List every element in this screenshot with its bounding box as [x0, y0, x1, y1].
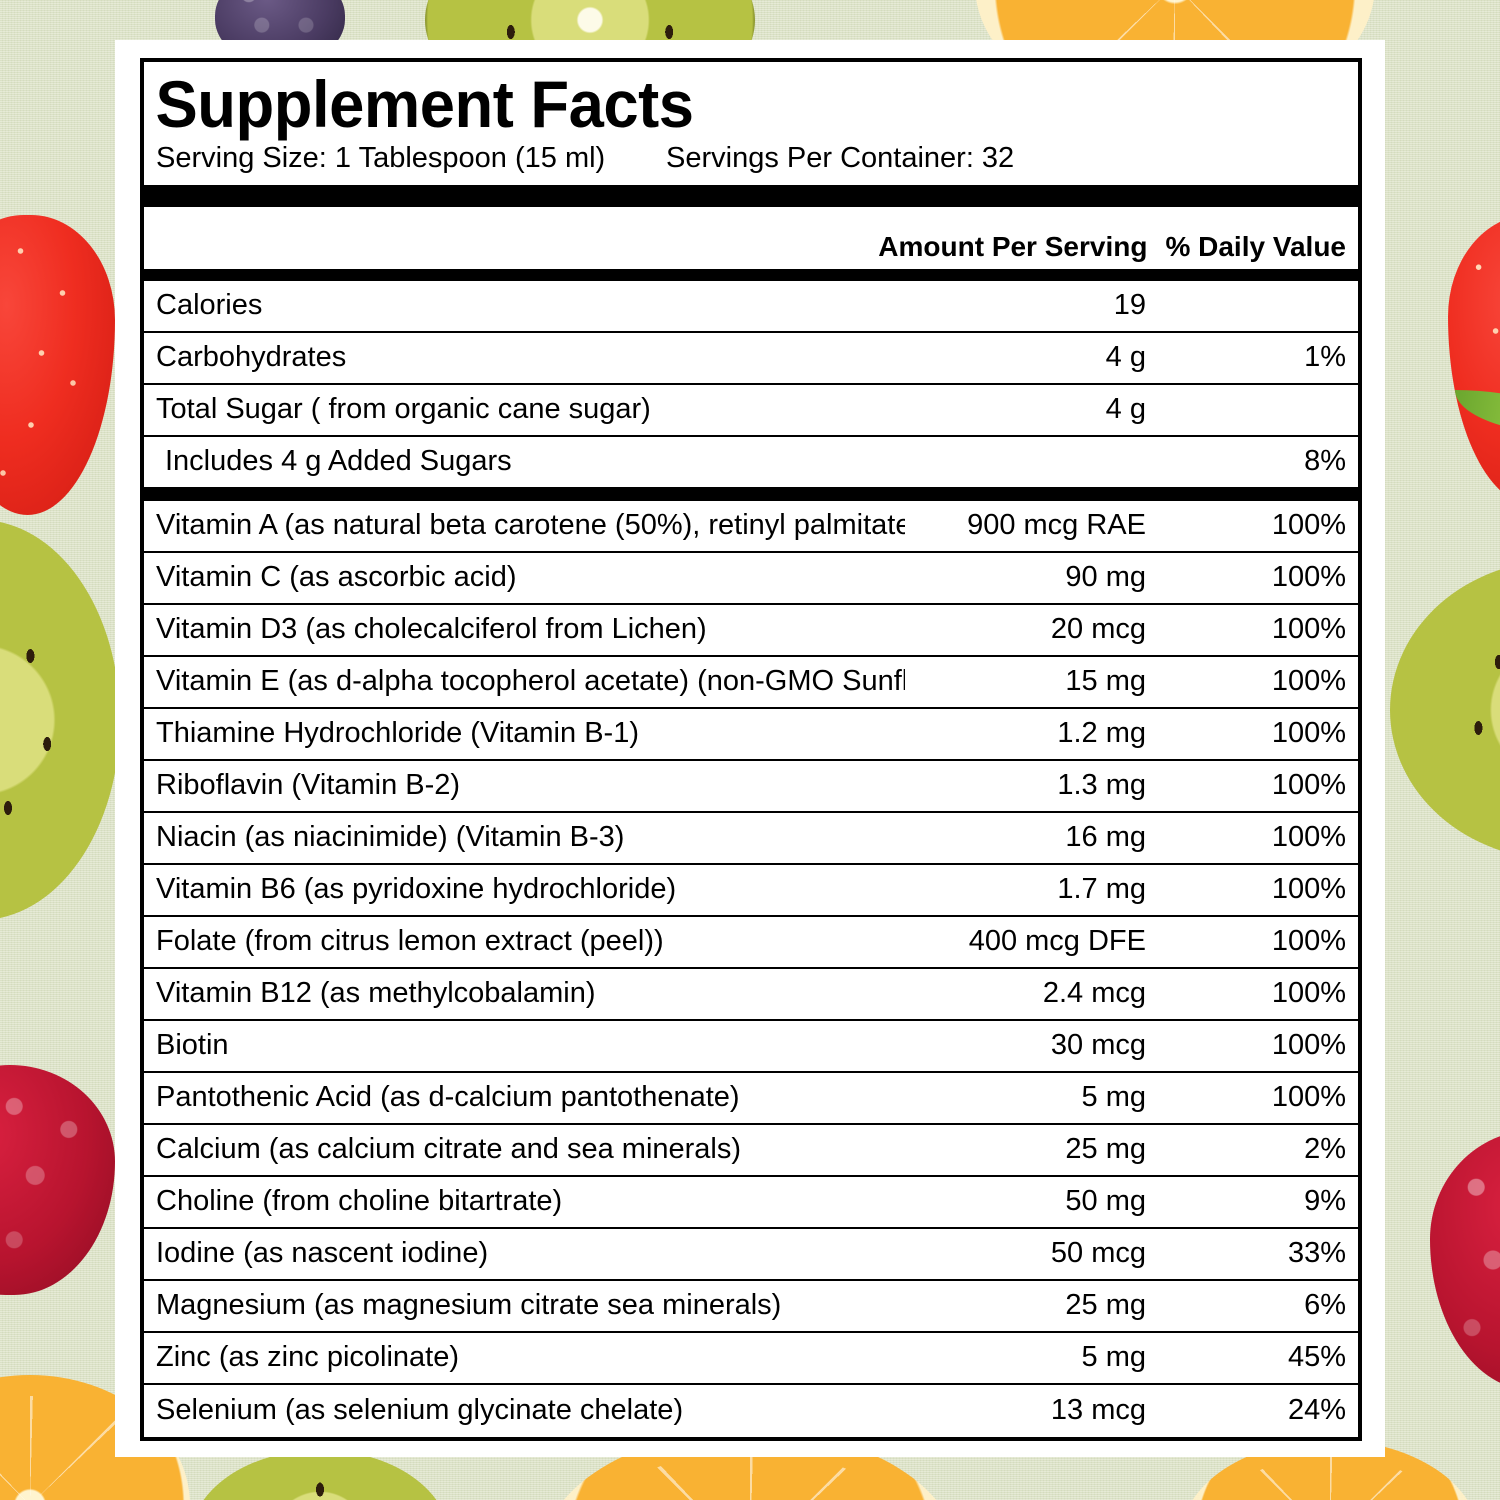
table-row: Calories 19	[144, 281, 1358, 333]
nutrient-name: Calcium (as calcium citrate and sea mine…	[156, 1135, 742, 1165]
table-row: Thiamine Hydrochloride (Vitamin B-1) 1.2 …	[144, 709, 1358, 761]
nutrient-amount: 13 mcg	[1050, 1394, 1146, 1427]
serving-info: Serving Size: 1 Tablespoon (15 ml) Servi…	[144, 137, 1358, 185]
nutrient-daily-value: 8%	[1304, 445, 1346, 478]
table-row: Carbohydrates 4 g 1%	[144, 333, 1358, 385]
supplement-facts-table: Supplement Facts Serving Size: 1 Tablesp…	[140, 58, 1362, 1441]
nutrient-rows: Calories 19 Carbohydrates 4 g 1% Total Sugar …	[144, 281, 1358, 1437]
nutrient-name: Zinc (as zinc picolinate)	[156, 1343, 459, 1373]
table-row: Magnesium (as magnesium citrate sea mine…	[144, 1281, 1358, 1333]
nutrient-daily-value: 100%	[1271, 665, 1346, 698]
nutrient-daily-value: 2%	[1304, 1133, 1346, 1166]
nutrient-amount: 30 mcg	[1050, 1029, 1146, 1062]
nutrient-daily-value: 100%	[1271, 977, 1346, 1010]
nutrient-amount: 1.2 mg	[1057, 717, 1146, 750]
nutrient-amount: 15 mg	[1065, 665, 1146, 698]
nutrient-name: Folate (from citrus lemon extract (peel)…	[156, 927, 664, 957]
nutrient-daily-value: 1%	[1304, 341, 1346, 374]
nutrient-name: Vitamin B12 (as methylcobalamin)	[156, 979, 596, 1009]
nutrient-amount: 20 mcg	[1050, 613, 1146, 646]
nutrient-amount: 1.7 mg	[1057, 873, 1146, 906]
table-row: Selenium (as selenium glycinate chelate)…	[144, 1385, 1358, 1437]
nutrient-amount: 16 mg	[1065, 821, 1146, 854]
nutrient-amount: 900 mcg RAE	[967, 509, 1146, 542]
table-row: Vitamin D3 (as cholecalciferol from Lich…	[144, 605, 1358, 657]
nutrient-amount: 50 mcg	[1050, 1237, 1146, 1270]
nutrient-name: Vitamin D3 (as cholecalciferol from Lich…	[156, 615, 707, 645]
nutrient-name: Carbohydrates	[156, 343, 347, 373]
nutrient-amount: 5 mg	[1081, 1341, 1146, 1374]
nutrient-amount: 1.3 mg	[1057, 769, 1146, 802]
nutrient-amount: 400 mcg DFE	[968, 925, 1146, 958]
nutrient-daily-value: 100%	[1271, 821, 1346, 854]
table-row: Includes 4 g Added Sugars 8%	[144, 437, 1358, 489]
nutrient-daily-value: 100%	[1271, 561, 1346, 594]
table-row: Pantothenic Acid (as d-calcium pantothen…	[144, 1073, 1358, 1125]
nutrient-name: Riboflavin (Vitamin B-2)	[156, 771, 461, 801]
nutrient-name: Vitamin E (as d-alpha tocopherol acetate…	[156, 667, 905, 697]
nutrient-amount: 90 mg	[1065, 561, 1146, 594]
nutrient-daily-value: 9%	[1304, 1185, 1346, 1218]
table-row: Total Sugar ( from organic cane sugar) 4 …	[144, 385, 1358, 437]
section-divider-thick	[144, 488, 1358, 501]
table-row: Niacin (as niacinimide) (Vitamin B-3) 16 …	[144, 813, 1358, 865]
nutrient-amount: 2.4 mcg	[1042, 977, 1146, 1010]
column-header-divider	[144, 268, 1358, 281]
serving-size-text: Serving Size: 1 Tablespoon (15 ml)	[156, 141, 606, 174]
table-row: Vitamin E (as d-alpha tocopherol acetate…	[144, 657, 1358, 709]
nutrient-name: Iodine (as nascent iodine)	[156, 1239, 489, 1269]
nutrient-name: Calories	[156, 291, 263, 321]
servings-per-container-text: Servings Per Container: 32	[666, 141, 1015, 174]
nutrient-name: Niacin (as niacinimide) (Vitamin B-3)	[156, 823, 625, 853]
nutrient-daily-value: 6%	[1304, 1289, 1346, 1322]
nutrient-name: Vitamin A (as natural beta carotene (50%…	[156, 511, 905, 541]
nutrient-daily-value: 100%	[1271, 613, 1346, 646]
nutrient-name: Magnesium (as magnesium citrate sea mine…	[156, 1291, 782, 1321]
nutrient-name: Vitamin C (as ascorbic acid)	[156, 563, 517, 593]
table-row: Vitamin C (as ascorbic acid) 90 mg 100%	[144, 553, 1358, 605]
nutrient-daily-value: 100%	[1271, 925, 1346, 958]
table-row: Vitamin B6 (as pyridoxine hydrochloride)…	[144, 865, 1358, 917]
nutrient-amount: 4 g	[1105, 341, 1146, 374]
table-row: Zinc (as zinc picolinate) 5 mg 45%	[144, 1333, 1358, 1385]
nutrient-daily-value: 100%	[1271, 509, 1346, 542]
table-row: Riboflavin (Vitamin B-2) 1.3 mg 100%	[144, 761, 1358, 813]
nutrient-name: Total Sugar ( from organic cane sugar)	[156, 395, 651, 425]
nutrient-daily-value: 100%	[1271, 717, 1346, 750]
amount-per-serving-header: Amount Per Serving	[878, 230, 1148, 262]
header-divider-thick	[144, 184, 1358, 207]
table-row: Choline (from choline bitartrate) 50 mg 9%	[144, 1177, 1358, 1229]
nutrient-name: Choline (from choline bitartrate)	[156, 1187, 563, 1217]
nutrient-daily-value: 100%	[1271, 873, 1346, 906]
table-row: Folate (from citrus lemon extract (peel)…	[144, 917, 1358, 969]
table-row: Iodine (as nascent iodine) 50 mcg 33%	[144, 1229, 1358, 1281]
nutrient-daily-value: 24%	[1287, 1394, 1346, 1427]
table-row: Vitamin B12 (as methylcobalamin) 2.4 mcg 1…	[144, 969, 1358, 1021]
nutrient-daily-value: 100%	[1271, 1081, 1346, 1114]
column-header-row: Amount Per Serving % Daily Value	[144, 207, 1358, 269]
table-row: Vitamin A (as natural beta carotene (50%…	[144, 501, 1358, 553]
nutrient-name: Thiamine Hydrochloride (Vitamin B-1)	[156, 719, 639, 749]
nutrient-name: Includes 4 g Added Sugars	[165, 447, 512, 477]
nutrient-name: Vitamin B6 (as pyridoxine hydrochloride)	[156, 875, 677, 905]
nutrient-daily-value: 33%	[1287, 1237, 1346, 1270]
nutrient-daily-value: 100%	[1271, 1029, 1346, 1062]
nutrient-amount: 25 mg	[1065, 1289, 1146, 1322]
nutrient-daily-value: 45%	[1287, 1341, 1346, 1374]
nutrient-amount: 50 mg	[1065, 1185, 1146, 1218]
daily-value-header: % Daily Value	[1165, 230, 1346, 262]
nutrient-amount: 25 mg	[1065, 1133, 1146, 1166]
nutrient-name: Biotin	[156, 1031, 229, 1061]
table-row: Biotin 30 mcg 100%	[144, 1021, 1358, 1073]
nutrient-daily-value: 100%	[1271, 769, 1346, 802]
nutrient-amount: 5 mg	[1081, 1081, 1146, 1114]
label-panel: Supplement Facts Serving Size: 1 Tablesp…	[115, 40, 1385, 1457]
table-row: Calcium (as calcium citrate and sea mine…	[144, 1125, 1358, 1177]
nutrient-amount: 4 g	[1105, 393, 1146, 426]
nutrient-amount: 19	[1113, 289, 1146, 322]
supplement-facts-title: Supplement Facts	[155, 67, 695, 141]
nutrient-name: Selenium (as selenium glycinate chelate)	[156, 1396, 684, 1426]
nutrient-name: Pantothenic Acid (as d-calcium pantothen…	[156, 1083, 740, 1113]
